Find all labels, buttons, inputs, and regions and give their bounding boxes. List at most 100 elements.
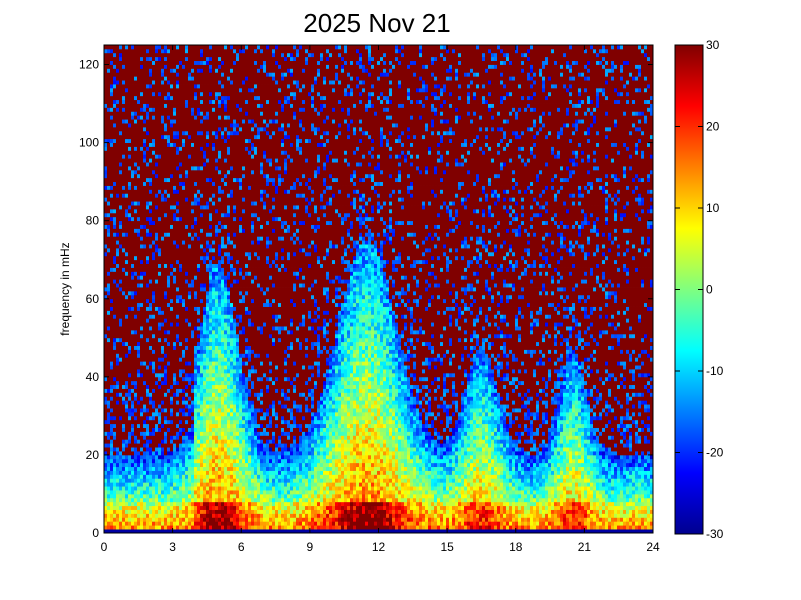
heatmap-cell [152, 521, 156, 526]
heatmap-cell [194, 60, 198, 65]
heatmap-cell [104, 517, 108, 522]
heatmap-cell [110, 255, 114, 261]
heatmap-cell [191, 189, 195, 194]
heatmap-cell [134, 154, 138, 159]
heatmap-cell [212, 130, 216, 136]
heatmap-cell [164, 333, 168, 339]
heatmap-cell [125, 525, 129, 530]
heatmap-cell [131, 287, 135, 292]
heatmap-cell [104, 462, 108, 468]
heatmap-cell [116, 482, 120, 487]
heatmap-cell [149, 248, 153, 253]
heatmap-cell [110, 228, 114, 233]
heatmap-cell [137, 470, 141, 475]
heatmap-cell [182, 365, 186, 370]
heatmap-cell [176, 337, 180, 343]
heatmap-cell [116, 505, 120, 510]
heatmap-cell [140, 185, 144, 190]
heatmap-cell [209, 439, 213, 444]
heatmap-cell [125, 56, 129, 62]
heatmap-cell [170, 193, 174, 198]
heatmap-cell [113, 369, 117, 374]
heatmap-cell [143, 185, 147, 190]
heatmap-cell [143, 486, 147, 491]
heatmap-cell [125, 372, 129, 378]
heatmap-cell [104, 388, 108, 393]
heatmap-cell [155, 232, 159, 237]
heatmap-cell [182, 228, 186, 233]
heatmap-cell [164, 329, 168, 335]
heatmap-cell [209, 232, 213, 237]
heatmap-cell [218, 302, 222, 307]
heatmap-cell [155, 248, 159, 253]
heatmap-cell [104, 529, 108, 534]
heatmap-cell [212, 103, 216, 108]
heatmap-cell [203, 333, 207, 339]
heatmap-cell [152, 298, 156, 304]
heatmap-cell [134, 201, 138, 206]
heatmap-cell [134, 166, 138, 171]
heatmap-cell [173, 146, 177, 151]
heatmap-cell [179, 302, 183, 307]
heatmap-cell [221, 509, 225, 514]
heatmap-cell [212, 208, 216, 214]
heatmap-cell [173, 517, 177, 522]
heatmap-cell [131, 466, 135, 471]
heatmap-cell [128, 84, 132, 89]
heatmap-cell [218, 333, 222, 339]
heatmap-cell [212, 76, 216, 81]
heatmap-cell [137, 271, 141, 276]
heatmap-cell [203, 415, 207, 421]
heatmap-cell [203, 505, 207, 510]
heatmap-cell [146, 138, 150, 143]
heatmap-cell [152, 111, 156, 116]
heatmap-cell [170, 314, 174, 319]
heatmap-cell [209, 48, 213, 54]
heatmap-cell [116, 372, 120, 378]
heatmap-cell [161, 290, 165, 296]
heatmap-cell [155, 290, 159, 296]
heatmap-cell [146, 525, 150, 530]
heatmap-cell [185, 224, 189, 229]
heatmap-cell [164, 454, 168, 460]
heatmap-cell [206, 435, 210, 440]
heatmap-cell [110, 158, 114, 163]
heatmap-cell [116, 310, 120, 315]
heatmap-cell [176, 119, 180, 124]
heatmap-cell [221, 60, 225, 65]
heatmap-cell [146, 493, 150, 499]
heatmap-cell [194, 458, 198, 464]
heatmap-cell [104, 91, 108, 97]
heatmap-cell [104, 345, 108, 350]
heatmap-cell [146, 404, 150, 409]
heatmap-cell [203, 166, 207, 171]
heatmap-cell [173, 411, 177, 417]
heatmap-cell [119, 443, 123, 448]
heatmap-cell [113, 513, 117, 518]
heatmap-cell [140, 306, 144, 311]
heatmap-cell [125, 279, 129, 284]
heatmap-cell [194, 357, 198, 362]
heatmap-cell [212, 318, 216, 323]
heatmap-cell [155, 357, 159, 362]
heatmap-cell [155, 166, 159, 171]
heatmap-cell [215, 279, 219, 284]
heatmap-cell [107, 240, 111, 245]
heatmap-cell [194, 220, 198, 225]
heatmap-cell [203, 298, 207, 304]
heatmap-cell [116, 466, 120, 471]
heatmap-cell [125, 173, 129, 179]
heatmap-cell [131, 529, 135, 534]
heatmap-cell [152, 349, 156, 354]
heatmap-cell [173, 275, 177, 280]
heatmap-cell [164, 482, 168, 487]
heatmap-cell [149, 134, 153, 140]
heatmap-cell [113, 166, 117, 171]
heatmap-cell [116, 123, 120, 128]
heatmap-cell [173, 408, 177, 413]
heatmap-cell [143, 462, 147, 468]
heatmap-cell [209, 349, 213, 354]
heatmap-cell [152, 181, 156, 186]
heatmap-cell [137, 380, 141, 386]
heatmap-cell [185, 318, 189, 323]
